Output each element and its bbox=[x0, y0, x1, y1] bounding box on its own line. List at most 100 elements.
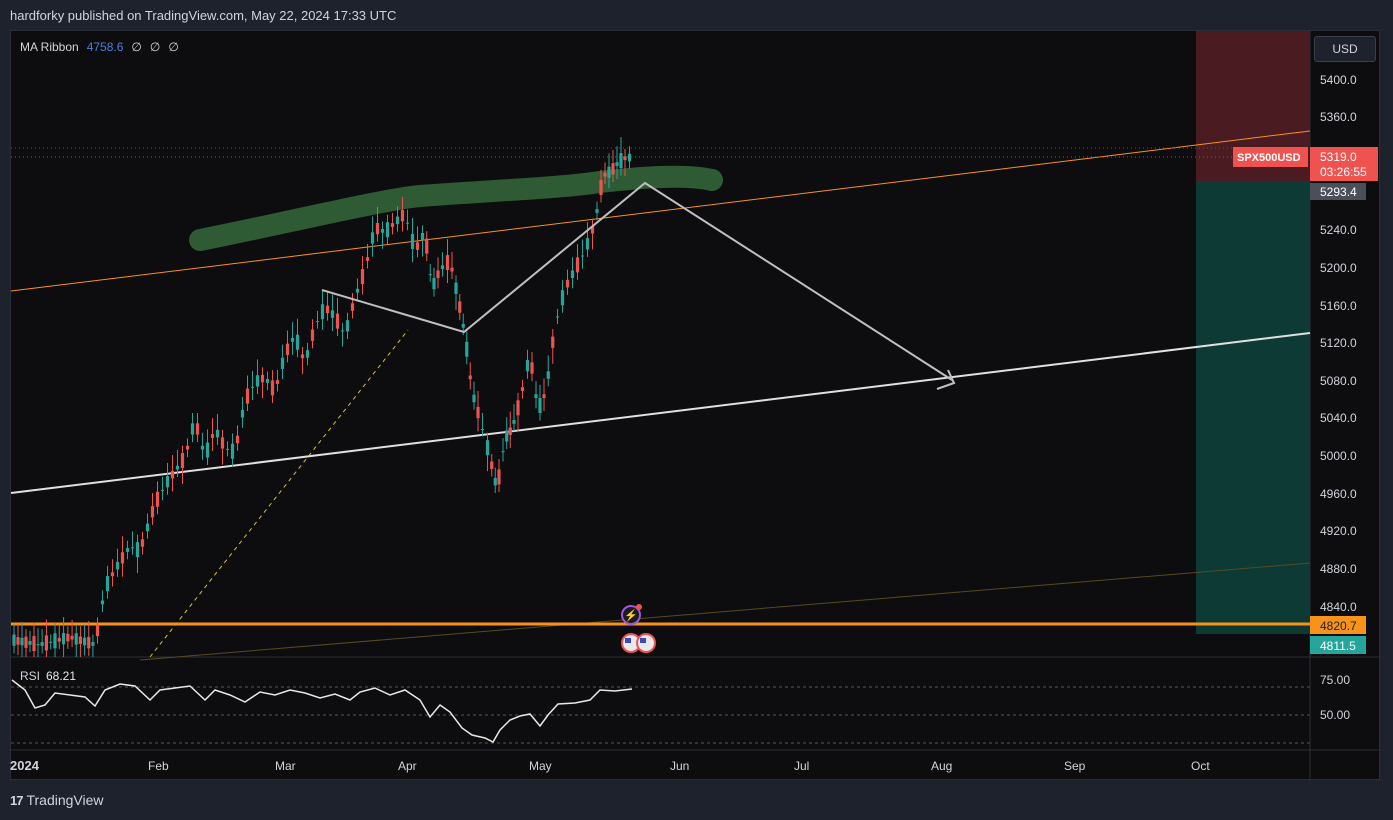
candle-body bbox=[450, 267, 454, 272]
yellow-dashed-line[interactable] bbox=[149, 329, 409, 658]
candle-body bbox=[508, 427, 512, 436]
candle-body bbox=[145, 523, 150, 532]
candle-body bbox=[190, 423, 195, 435]
candle-body bbox=[315, 321, 320, 323]
candle-body bbox=[480, 428, 485, 430]
candle-body bbox=[165, 476, 170, 488]
candle-body bbox=[57, 637, 61, 642]
candle-body bbox=[575, 257, 580, 273]
candle-body bbox=[265, 379, 270, 383]
rsi-label: RSI bbox=[20, 669, 40, 683]
candle-body bbox=[225, 448, 230, 450]
candle-body bbox=[468, 375, 472, 380]
candle-body bbox=[445, 255, 450, 271]
time-label: Aug bbox=[931, 759, 952, 773]
brand-name: TradingView bbox=[26, 792, 104, 808]
white-trendline[interactable] bbox=[10, 332, 1311, 494]
candle-body bbox=[210, 434, 215, 438]
price-tick: 4840.0 bbox=[1320, 600, 1357, 614]
candle-body bbox=[380, 229, 385, 233]
candle-body bbox=[74, 633, 78, 645]
faint-trendline[interactable] bbox=[139, 562, 1311, 661]
candle-body bbox=[16, 637, 20, 645]
candle-body bbox=[280, 357, 285, 369]
candle-body bbox=[525, 360, 530, 372]
event-icon-us-flag-2[interactable] bbox=[636, 633, 656, 653]
candle-body bbox=[215, 429, 220, 438]
candle-body bbox=[461, 323, 465, 328]
candle-body bbox=[505, 430, 509, 442]
rsi-value: 68.21 bbox=[46, 669, 76, 683]
price-tick: 5200.0 bbox=[1320, 261, 1357, 275]
candle-body bbox=[611, 163, 615, 175]
candle-body bbox=[516, 400, 520, 416]
candle-body bbox=[375, 222, 380, 235]
candle-body bbox=[285, 343, 290, 355]
price-tick: 5400.0 bbox=[1320, 73, 1357, 87]
candle-body bbox=[538, 398, 542, 413]
candle-body bbox=[542, 394, 546, 398]
candle-body bbox=[410, 233, 415, 249]
candle-body bbox=[395, 216, 400, 225]
candle-body bbox=[546, 371, 550, 379]
candle-body bbox=[160, 489, 165, 491]
candle-body bbox=[180, 453, 185, 469]
candle-body bbox=[580, 255, 585, 257]
candle-body bbox=[270, 380, 275, 396]
legend-null-2: ∅ bbox=[149, 40, 161, 54]
candle-body bbox=[200, 445, 205, 450]
candle-body bbox=[44, 635, 49, 651]
candle-body bbox=[245, 388, 250, 404]
candle-body bbox=[155, 491, 160, 507]
footer-brand[interactable]: 17 TradingView bbox=[10, 792, 104, 808]
candle-body bbox=[365, 257, 370, 261]
candle-body bbox=[400, 210, 405, 222]
candle-body bbox=[428, 274, 432, 276]
time-label: Jun bbox=[670, 759, 689, 773]
candle-body bbox=[100, 600, 105, 605]
countdown-label: 03:26:55 bbox=[1320, 165, 1367, 179]
candle-body bbox=[415, 242, 420, 250]
candle-body bbox=[595, 209, 599, 213]
last-price-label: 5319.0 bbox=[1320, 150, 1357, 164]
candle-body bbox=[275, 380, 280, 384]
candle-body bbox=[20, 637, 24, 646]
orange-trendline[interactable] bbox=[10, 130, 1311, 292]
candle-body bbox=[330, 310, 335, 318]
price-tick: 5120.0 bbox=[1320, 336, 1357, 350]
green-highlight-stroke[interactable] bbox=[189, 165, 723, 251]
svg-text:⚡: ⚡ bbox=[624, 609, 638, 622]
candle-body bbox=[91, 642, 95, 646]
candle-body bbox=[28, 641, 32, 645]
candle-body bbox=[454, 282, 458, 294]
legend-null-1: ∅ bbox=[131, 40, 142, 54]
candle-body bbox=[61, 633, 66, 645]
candle-body bbox=[195, 423, 200, 435]
candle-body bbox=[250, 386, 255, 388]
candle-body bbox=[130, 547, 135, 549]
candle-body bbox=[335, 313, 340, 329]
candle-body bbox=[24, 636, 28, 648]
price-tick: 4960.0 bbox=[1320, 487, 1357, 501]
time-label: Sep bbox=[1064, 759, 1086, 773]
projection-path[interactable] bbox=[321, 181, 953, 381]
price-tick: 5240.0 bbox=[1320, 223, 1357, 237]
candle-body bbox=[501, 451, 505, 453]
candle-body bbox=[345, 320, 350, 332]
candle-body bbox=[185, 445, 190, 450]
candle-body bbox=[205, 442, 210, 458]
candle-body bbox=[615, 162, 619, 166]
take-profit-zone[interactable] bbox=[1196, 181, 1310, 634]
legend-null-3: ∅ bbox=[168, 40, 179, 54]
candle-body bbox=[290, 338, 295, 342]
candle-body bbox=[260, 374, 265, 383]
indicator-legend[interactable]: MA Ribbon 4758.6 ∅ ∅ ∅ bbox=[20, 40, 179, 54]
candle-body bbox=[472, 394, 476, 403]
candle-body bbox=[493, 477, 497, 486]
time-label: Oct bbox=[1191, 759, 1210, 773]
chart-frame[interactable] bbox=[10, 30, 1380, 780]
candle-body bbox=[255, 375, 260, 387]
currency-button[interactable]: USD bbox=[1314, 36, 1376, 62]
event-icon-lightning[interactable]: ⚡ bbox=[621, 604, 642, 625]
